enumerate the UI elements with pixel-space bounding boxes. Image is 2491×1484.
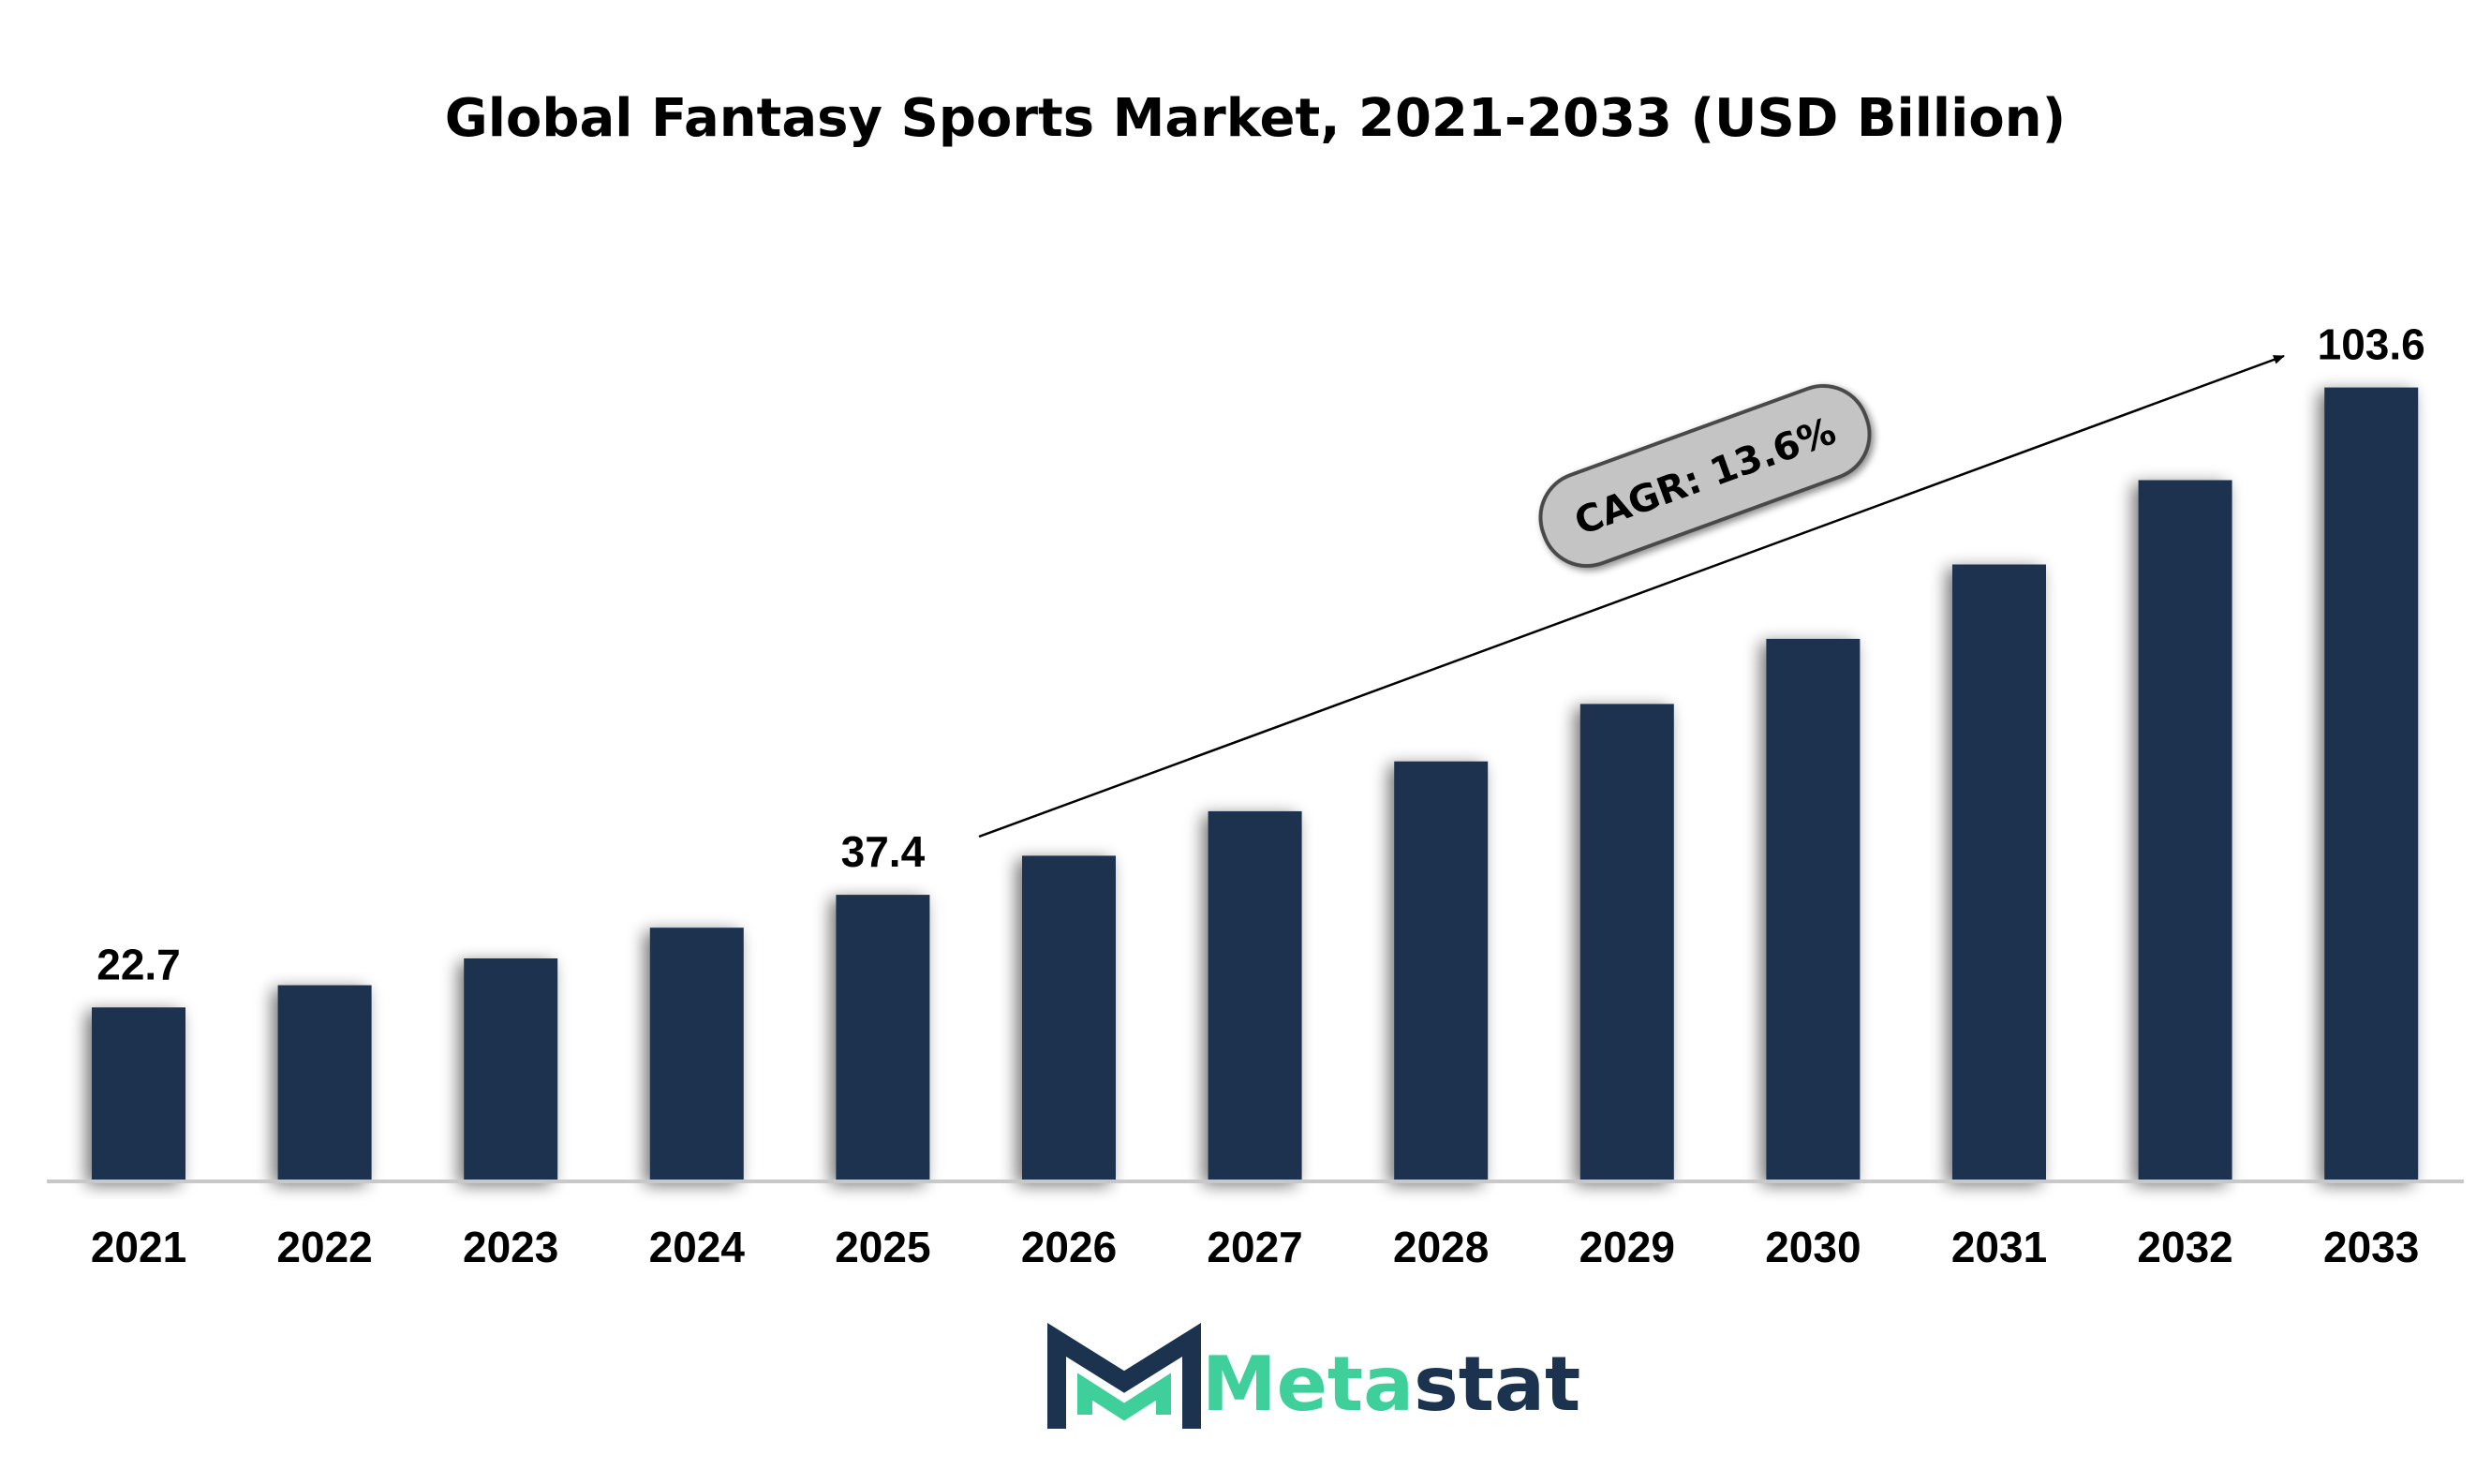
x-tick-label-2033: 2033 xyxy=(2323,1223,2419,1271)
bar-2027 xyxy=(1208,810,1302,1181)
x-tick-label-2031: 2031 xyxy=(1951,1223,2047,1271)
bar-2032 xyxy=(2138,480,2232,1181)
bar-2024 xyxy=(649,928,744,1181)
brand-name: Metastat xyxy=(1202,1341,1580,1428)
x-tick-label-2024: 2024 xyxy=(649,1223,746,1271)
x-tick-label-2022: 2022 xyxy=(276,1223,372,1271)
bar-2029 xyxy=(1579,704,1674,1181)
x-tick-label-2025: 2025 xyxy=(835,1223,930,1271)
chart-title: Global Fantasy Sports Market, 2021-2033 … xyxy=(445,88,2066,149)
x-tick-label-2027: 2027 xyxy=(1207,1223,1302,1271)
brand-name-part1: Meta xyxy=(1202,1341,1414,1428)
x-tick-label-2028: 2028 xyxy=(1393,1223,1489,1271)
bar-2022 xyxy=(277,985,372,1181)
bars xyxy=(92,387,2419,1182)
bar-2026 xyxy=(1022,855,1116,1181)
x-tick-label-2029: 2029 xyxy=(1579,1223,1675,1271)
cagr-badge xyxy=(1538,383,1872,569)
x-axis-tick-labels: 2021 2022 2023 2024 2025 2026 2027 2028 2029 2030… xyxy=(91,1223,2420,1271)
bar-2030 xyxy=(1766,638,1861,1181)
x-tick-label-2026: 2026 xyxy=(1021,1223,1117,1271)
bar-2033 xyxy=(2324,387,2419,1182)
bar-2031 xyxy=(1952,564,2046,1181)
data-label-2025: 37.4 xyxy=(841,827,926,876)
metastat-logo-icon xyxy=(1047,1322,1201,1429)
bar-2023 xyxy=(464,958,558,1181)
bar-2021 xyxy=(92,1007,185,1181)
brand-name-part2: stat xyxy=(1414,1341,1580,1428)
cagr-trend-arrow xyxy=(978,354,2285,838)
x-tick-label-2032: 2032 xyxy=(2137,1223,2232,1271)
bar-2028 xyxy=(1394,761,1489,1181)
brand-logo: Metastat xyxy=(1047,1322,1580,1429)
data-label-2033: 103.6 xyxy=(2318,320,2425,369)
data-label-2021: 22.7 xyxy=(96,940,181,988)
x-tick-label-2023: 2023 xyxy=(463,1223,558,1271)
bar-2025 xyxy=(836,895,930,1181)
x-tick-label-2030: 2030 xyxy=(1765,1223,1861,1271)
x-tick-label-2021: 2021 xyxy=(91,1223,186,1271)
data-labels: 22.7 37.4 103.6 xyxy=(96,320,2425,989)
